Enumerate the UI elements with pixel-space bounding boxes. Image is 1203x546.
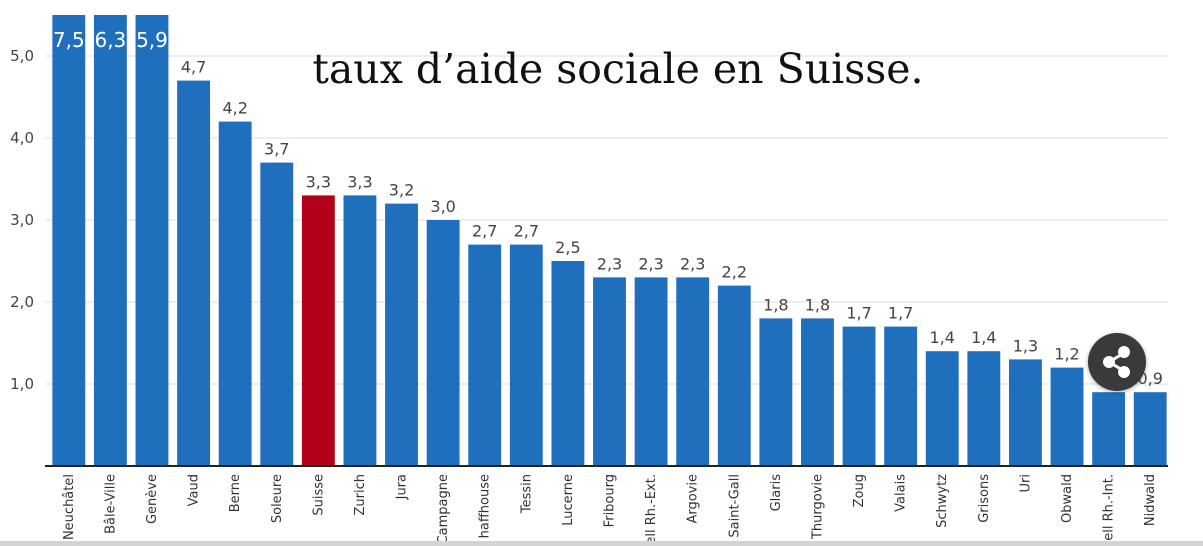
bar [759, 318, 793, 466]
category-label: Neuchâtel [62, 474, 77, 540]
category-label: Grisons [977, 474, 992, 523]
bar [884, 326, 918, 466]
bar [1133, 392, 1167, 466]
y-axis-ticks: 1,0 2,0 3,0 4,0 5,0 [10, 47, 34, 393]
category-label: Argovie [686, 474, 701, 524]
category-label: Zoug [852, 474, 867, 507]
bar [551, 261, 585, 466]
bar [1050, 367, 1084, 466]
chart-title: taux d’aide sociale en Suisse. [312, 45, 923, 93]
bar [842, 326, 876, 466]
category-label: haffhouse [478, 474, 493, 538]
value-label: 2,3 [638, 254, 663, 273]
category-label: Obwald [1060, 474, 1075, 523]
bar [801, 318, 834, 466]
value-label: 7,5 [53, 28, 85, 52]
bar [218, 121, 252, 466]
bar [676, 277, 710, 466]
y-tick-label: 5,0 [10, 47, 34, 65]
bar [301, 195, 335, 466]
category-label: Vaud [187, 474, 202, 506]
y-tick-label: 1,0 [10, 375, 34, 393]
bar [593, 277, 626, 466]
value-label: 2,3 [680, 254, 705, 273]
bottom-scrollbar [0, 541, 1203, 546]
bar [135, 15, 169, 466]
value-label: 1,4 [971, 328, 996, 347]
bar [1008, 359, 1042, 466]
value-label: 3,3 [306, 172, 331, 191]
category-label: Valais [894, 474, 909, 512]
value-label: 1,7 [846, 304, 871, 323]
bar [177, 80, 211, 466]
value-label: 1,8 [763, 295, 788, 314]
category-label: Campagne [436, 474, 451, 544]
value-label: 3,0 [430, 197, 455, 216]
bar [509, 244, 543, 466]
category-label: Bâle-Ville [103, 474, 118, 534]
value-labels: 7,5 6,3 5,9 4,7 4,2 3,7 3,3 3,3 3,2 3,0 2,7 2,7 2,5 2… [53, 28, 1163, 388]
bar [93, 15, 127, 466]
share-icon [1103, 346, 1130, 378]
bar [426, 220, 460, 466]
value-label: 5,9 [136, 28, 168, 52]
category-labels: Neuchâtel Bâle-Ville Genève Vaud Berne Soleur… [62, 474, 1158, 545]
bar [634, 277, 668, 466]
category-label: Nidwald [1143, 474, 1158, 526]
category-label: Uri [1018, 474, 1033, 492]
bar [385, 203, 418, 466]
bar [52, 15, 86, 466]
bar [925, 351, 959, 466]
y-tick-label: 4,0 [10, 129, 34, 147]
category-label: ell Rh.-Int. [1102, 474, 1117, 541]
y-tick-label: 3,0 [10, 211, 34, 229]
category-label: Lucerne [561, 474, 576, 526]
value-label: 1,8 [805, 295, 830, 314]
bars [52, 15, 1167, 466]
bar [967, 351, 1001, 466]
category-label: Thurgovie [810, 474, 825, 540]
value-label: 3,2 [389, 181, 414, 200]
category-label: Schwytz [935, 474, 950, 528]
category-label: Genève [145, 474, 160, 524]
value-label: 3,3 [347, 172, 372, 191]
category-label: Soleure [270, 474, 285, 523]
category-label: Suisse [311, 474, 326, 516]
value-label: 2,5 [555, 238, 580, 257]
bar [343, 195, 377, 466]
category-label: Fribourg [603, 474, 618, 527]
value-label: 2,7 [472, 222, 497, 241]
value-label: 1,3 [1013, 336, 1038, 355]
value-label: 1,4 [930, 328, 955, 347]
value-label: 3,7 [264, 140, 289, 159]
category-label: Berne [228, 474, 243, 512]
value-label: 4,2 [222, 99, 247, 118]
category-label: Zurich [353, 474, 368, 516]
value-label: 4,7 [181, 58, 206, 77]
value-label: 1,7 [888, 304, 913, 323]
bar [717, 285, 751, 466]
category-label: ell Rh.-Ext. [644, 474, 659, 545]
category-label: Glaris [769, 474, 784, 512]
category-label: Saint-Gall [727, 474, 742, 538]
value-label: 6,3 [94, 28, 126, 52]
y-tick-label: 2,0 [10, 293, 34, 311]
category-label: Jura [395, 474, 410, 500]
value-label: 2,3 [597, 254, 622, 273]
share-button[interactable] [1088, 333, 1146, 391]
category-label: Tessin [519, 474, 534, 514]
value-label: 1,2 [1054, 345, 1079, 364]
value-label: 0,9 [1137, 369, 1162, 388]
bar [468, 244, 502, 466]
bar [1092, 392, 1126, 466]
value-label: 2,2 [722, 263, 747, 282]
value-label: 2,7 [514, 222, 539, 241]
bar [260, 162, 294, 466]
